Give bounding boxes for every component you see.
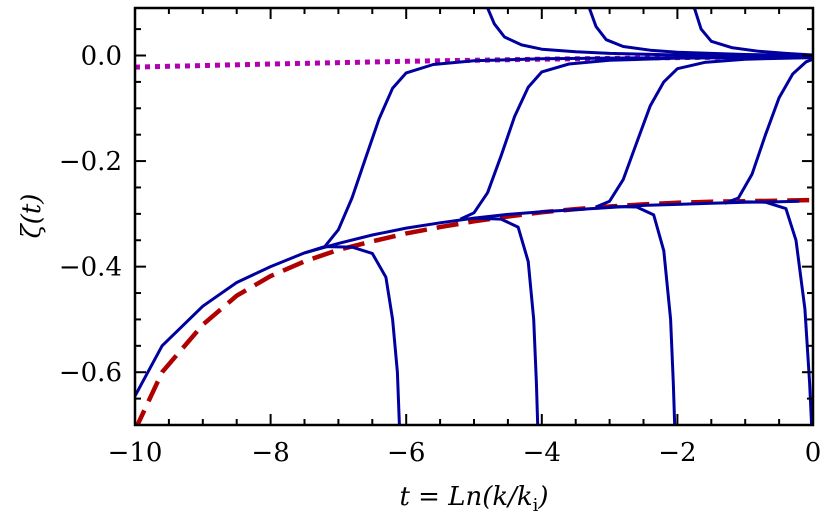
y-axis-label: ζ(t)	[17, 194, 47, 239]
series-layer	[135, 8, 813, 425]
series-line-solid-8	[473, 216, 540, 425]
x-tick-label: −6	[387, 438, 425, 468]
series-line-solid-6	[724, 57, 813, 205]
plot-frame	[133, 6, 815, 427]
y-tick-label: −0.6	[59, 358, 122, 388]
series-line-dotted-0	[135, 54, 813, 70]
series-line-solid-10	[738, 200, 813, 425]
series-line-solid-3	[304, 55, 813, 255]
x-tick-label: −10	[108, 438, 163, 468]
x-tick-label: −8	[251, 438, 289, 468]
x-tick-label: −4	[523, 438, 561, 468]
x-axis-label: t = Ln(k/ki)	[399, 482, 548, 516]
tick-label-layer: −10 −8 −6 −4 −2 0 −0.6 −0.4 −0.2 0.0	[59, 42, 821, 468]
series-line-dashed-1	[135, 197, 813, 425]
x-tick-label: −2	[658, 438, 696, 468]
x-tick-label: 0	[805, 438, 822, 468]
series-line-solid-7	[324, 245, 401, 425]
series-line-solid-13	[692, 8, 813, 57]
series-line-solid-12	[587, 8, 813, 57]
y-tick-label: 0.0	[81, 42, 122, 72]
tick-layer	[134, 8, 814, 426]
y-tick-label: −0.4	[59, 253, 122, 283]
y-tick-label: −0.2	[59, 147, 122, 177]
series-line-solid-11	[486, 8, 813, 58]
series-line-solid-9	[609, 205, 677, 425]
series-line-solid-4	[459, 55, 813, 221]
series-line-solid-5	[595, 56, 813, 209]
